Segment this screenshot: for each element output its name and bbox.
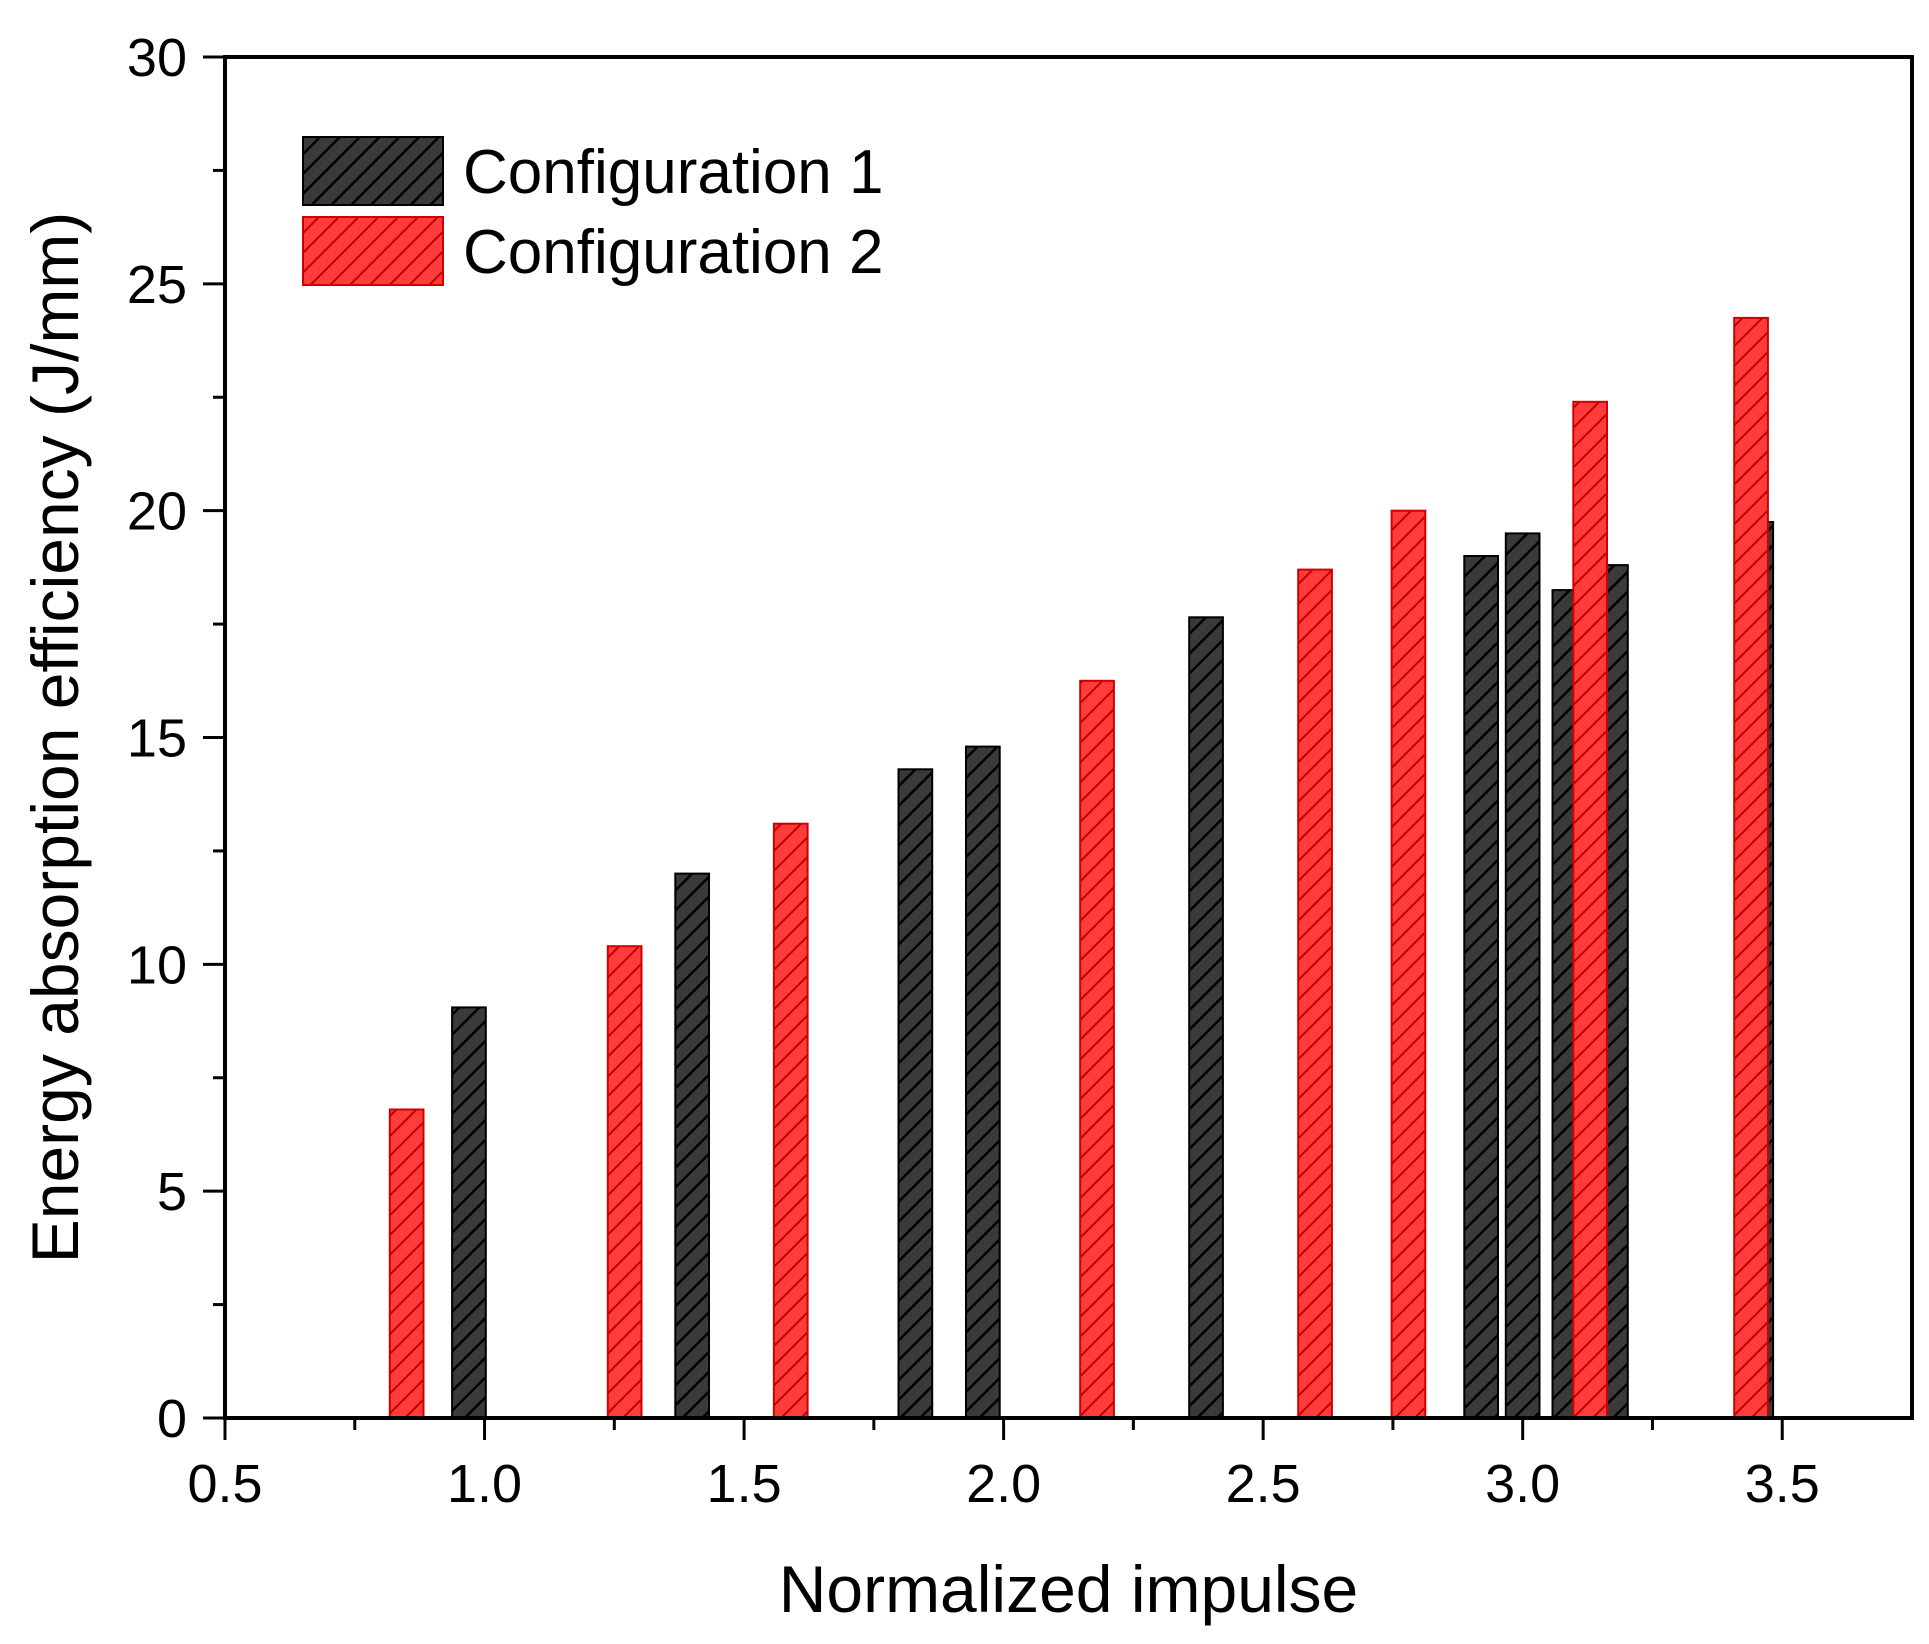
- bar-configuration-1-4: [1188, 616, 1224, 1419]
- y-tick-label: 30: [127, 28, 187, 88]
- bar-configuration-2-4: [1297, 568, 1333, 1419]
- x-tick-label: 1.0: [447, 1454, 522, 1514]
- y-axis-title: Energy absorption efficiency (J/mm): [18, 212, 92, 1264]
- legend-swatch-configuration-1: [302, 136, 444, 206]
- y-tick-label: 10: [127, 935, 187, 995]
- bar-configuration-2-3: [1079, 679, 1115, 1419]
- ticks-layer: 0.5 1.0 1.5 2.0 2.5 3.0 3.5 0 5 10 15 20 25 30: [127, 28, 1820, 1514]
- legend-label-configuration-1: Configuration 1: [463, 138, 884, 207]
- bar-configuration-1-2: [897, 768, 934, 1419]
- x-tick-label: 2.0: [966, 1454, 1041, 1514]
- bar-configuration-2-0: [388, 1108, 425, 1419]
- y-tick-label: 0: [157, 1389, 187, 1449]
- bar-configuration-2-5: [1390, 509, 1427, 1419]
- bar-configuration-1-5: [1463, 555, 1500, 1419]
- bar-configuration-2-2: [772, 822, 809, 1419]
- bars-layer: [388, 316, 1775, 1420]
- x-tick-label: 2.5: [1226, 1454, 1301, 1514]
- y-tick-label: 20: [127, 482, 187, 542]
- bar-configuration-1-0: [451, 1006, 487, 1420]
- x-axis-title: Normalized impulse: [779, 1552, 1359, 1626]
- x-tick-label: 1.5: [707, 1454, 782, 1514]
- bar-configuration-1-6: [1504, 532, 1541, 1419]
- legend-swatch-configuration-2: [302, 216, 444, 286]
- x-tick-label: 3.5: [1745, 1454, 1820, 1514]
- bar-configuration-2-1: [606, 945, 643, 1419]
- y-tick-label: 15: [127, 709, 187, 769]
- bar-configuration-2-7: [1733, 316, 1769, 1419]
- bar-configuration-1-1: [674, 872, 710, 1419]
- y-tick-label: 5: [157, 1162, 187, 1222]
- bar-configuration-1-3: [965, 745, 1001, 1419]
- bar-configuration-2-6: [1572, 400, 1609, 1419]
- legend-label-configuration-2: Configuration 2: [463, 218, 884, 287]
- x-tick-label: 3.0: [1485, 1454, 1560, 1514]
- legend: Configuration 1 Configuration 2: [302, 136, 884, 287]
- y-tick-label: 25: [127, 255, 187, 315]
- x-tick-label: 0.5: [187, 1454, 262, 1514]
